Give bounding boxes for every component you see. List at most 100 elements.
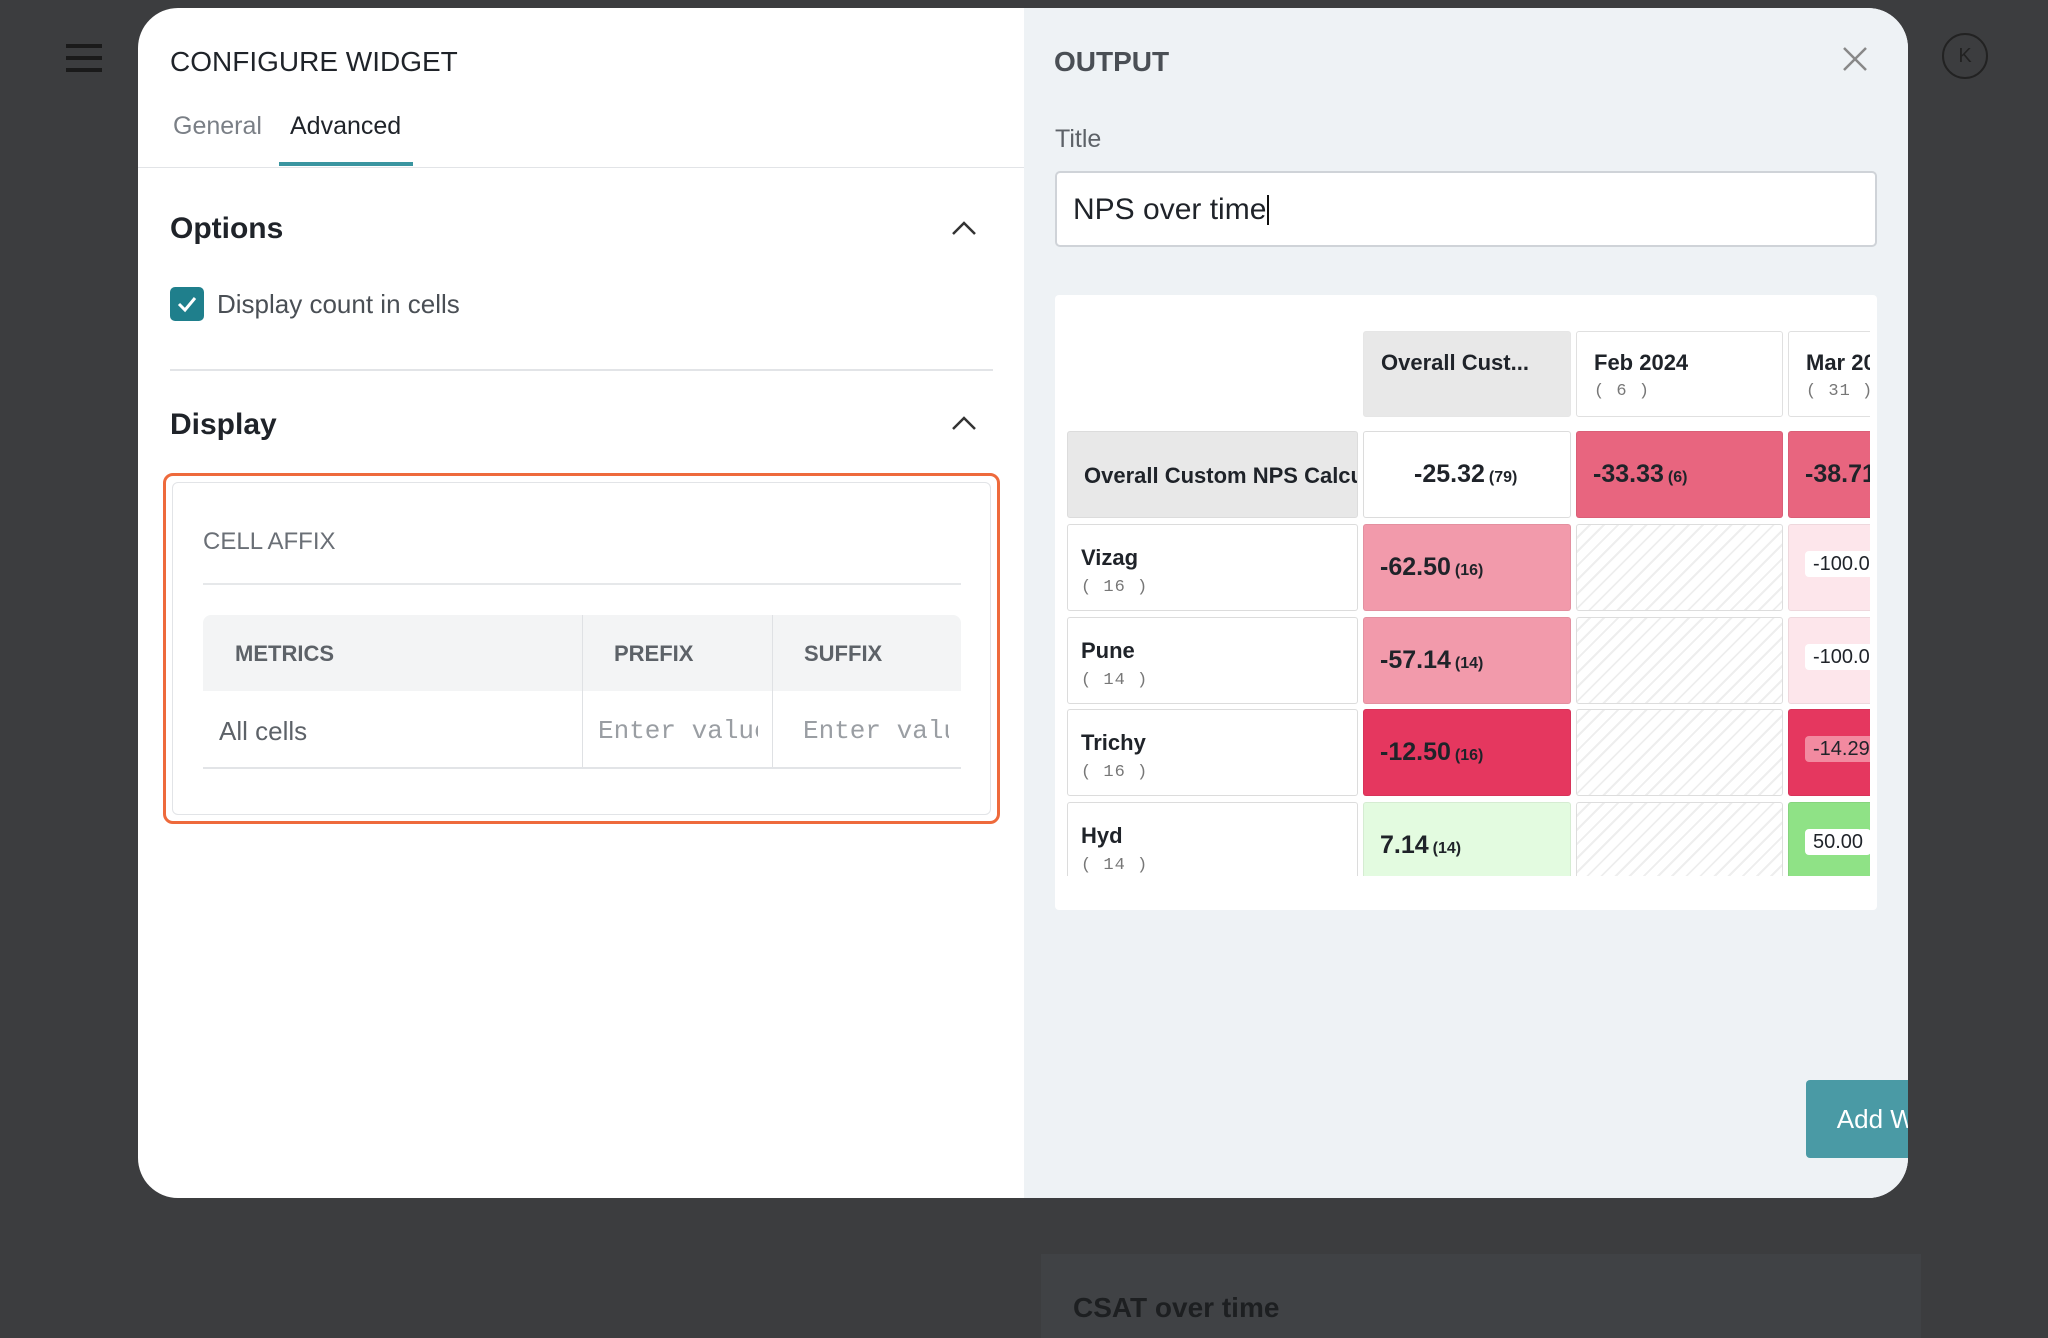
cell-value: -33.33 — [1593, 460, 1664, 488]
cell-content: 7.14 (14) — [1380, 833, 1461, 858]
section-heading: Display — [170, 408, 277, 441]
checkbox[interactable] — [170, 287, 204, 321]
column-header: SUFFIX — [804, 641, 883, 666]
checkbox-label: Display count in cells — [217, 289, 460, 319]
divider — [170, 369, 993, 371]
heatmap-cell: 7.14 (14) — [1363, 802, 1571, 876]
heatmap-cell: -25.32 (79) — [1363, 431, 1571, 518]
section-heading: Options — [170, 212, 284, 245]
modal: CONFIGURE WIDGET General Advanced Option… — [138, 8, 1908, 1198]
cell-value: -25.32 — [1414, 460, 1485, 488]
row-label: Overall Custom NPS Calcu... — [1084, 463, 1358, 488]
empty-cell — [1576, 524, 1783, 611]
row-label: Trichy — [1081, 730, 1146, 755]
heatmap-cell: -57.14 (14) — [1363, 617, 1571, 704]
cell-count: (16) — [1454, 562, 1484, 579]
suffix-input[interactable]: Enter value — [803, 718, 949, 744]
cell-content: -57.14 (14) — [1380, 648, 1483, 673]
divider — [203, 583, 961, 585]
cell-value: -38.71 — [1805, 460, 1870, 488]
cell-value: -100.00 — [1813, 553, 1870, 575]
cell-count: (14) — [1432, 840, 1462, 857]
cell-value: -57.14 — [1380, 646, 1451, 674]
column-label: Mar 20 — [1806, 350, 1870, 375]
table-cell: All cells — [219, 716, 308, 746]
avatar[interactable]: K — [1942, 33, 1988, 79]
heatmap: Overall Cust... Feb 2024 ( 6 ) Mar 20 ( 31 )… — [1055, 295, 1877, 910]
cell-content: 50.00 — [1805, 829, 1870, 855]
row-header: Pune ( 14 ) — [1067, 617, 1358, 704]
cell-content: -25.32 (79) — [1414, 462, 1517, 487]
cell-value: -62.50 — [1380, 553, 1451, 581]
row-count: ( 16 ) — [1081, 578, 1149, 597]
empty-cell — [1576, 802, 1783, 876]
cell-content: -100.00 — [1805, 551, 1870, 577]
output-panel: OUTPUT Title NPS over time Overall Cust.… — [1024, 8, 1908, 1198]
field-label: Title — [1055, 125, 1102, 153]
close-button[interactable] — [1842, 46, 1868, 72]
cell-value: 50.00 — [1813, 831, 1864, 853]
cell-content: -38.71 — [1805, 462, 1870, 487]
column-label: Overall Cust... — [1381, 350, 1529, 375]
modal-title: CONFIGURE WIDGET — [170, 46, 458, 77]
prefix-input[interactable]: Enter value — [598, 718, 758, 744]
divider — [203, 767, 961, 769]
cell-count: (16) — [1454, 747, 1484, 764]
row-header: Vizag ( 16 ) — [1067, 524, 1358, 611]
empty-cell — [1576, 709, 1783, 796]
column-header: Feb 2024 ( 6 ) — [1576, 331, 1783, 417]
card-title: CSAT over time — [1073, 1292, 1280, 1323]
column-divider — [582, 615, 583, 768]
column-header: Overall Cust... — [1363, 331, 1571, 417]
tab-underline — [279, 162, 413, 166]
heatmap-cell: 50.00 — [1788, 802, 1870, 876]
highlight-box: CELL AFFIX METRICS PREFIX SUFFIX All cel… — [163, 473, 1000, 824]
heatmap-cell: -100.00 — [1788, 617, 1870, 704]
column-count: ( 6 ) — [1594, 382, 1651, 401]
heatmap-grid: Overall Cust... Feb 2024 ( 6 ) Mar 20 ( 31 )… — [1055, 295, 1870, 876]
cell-count: (6) — [1667, 469, 1688, 486]
chevron-up[interactable] — [951, 220, 977, 236]
row-header: Overall Custom NPS Calcu... — [1067, 431, 1358, 518]
card-title: CELL AFFIX — [203, 528, 336, 555]
column-label: Feb 2024 — [1594, 350, 1689, 375]
menu-icon[interactable] — [66, 44, 102, 72]
heatmap-cell: -100.00 — [1788, 524, 1870, 611]
background-card: CSAT over time — [1041, 1254, 1921, 1338]
row-label: Pune — [1081, 638, 1135, 663]
row-label: Vizag — [1081, 545, 1139, 570]
column-divider — [772, 615, 773, 768]
empty-cell — [1576, 617, 1783, 704]
cell-count: (79) — [1488, 469, 1518, 486]
tab-active[interactable]: Advanced — [290, 112, 402, 140]
heatmap-cell: -12.50 (16) — [1363, 709, 1571, 796]
panel-title: OUTPUT — [1054, 46, 1170, 77]
add-widget-button[interactable]: Add Widget — [1806, 1080, 1908, 1158]
cell-value: 7.14 — [1380, 831, 1429, 859]
cell-affix-card: CELL AFFIX METRICS PREFIX SUFFIX All cel… — [172, 482, 991, 815]
cell-value: -12.50 — [1380, 738, 1451, 766]
cell-content: -12.50 (16) — [1380, 740, 1483, 765]
heatmap-cell: -38.71 — [1788, 431, 1870, 518]
column-header: Mar 20 ( 31 ) — [1788, 331, 1870, 417]
column-header: METRICS — [235, 641, 334, 666]
cell-content: -62.50 (16) — [1380, 555, 1483, 580]
heatmap-cell: -14.29 — [1788, 709, 1870, 796]
tab[interactable]: General — [173, 112, 262, 140]
cell-content: -14.29 — [1805, 736, 1870, 762]
cell-count: (14) — [1454, 655, 1484, 672]
row-header: Trichy ( 16 ) — [1067, 709, 1358, 796]
input-text: NPS over time — [1073, 195, 1270, 225]
row-count: ( 16 ) — [1081, 763, 1149, 782]
cell-content: -33.33 (6) — [1593, 462, 1687, 487]
cell-value: -100.00 — [1813, 646, 1870, 668]
chevron-up[interactable] — [951, 415, 977, 431]
heatmap-cell: -33.33 (6) — [1576, 431, 1783, 518]
row-header: Hyd ( 14 ) — [1067, 802, 1358, 876]
row-count: ( 14 ) — [1081, 856, 1149, 875]
title-input[interactable]: NPS over time — [1055, 171, 1877, 247]
divider — [138, 167, 1024, 168]
cell-content: -100.00 — [1805, 644, 1870, 670]
heatmap-cell: -62.50 (16) — [1363, 524, 1571, 611]
